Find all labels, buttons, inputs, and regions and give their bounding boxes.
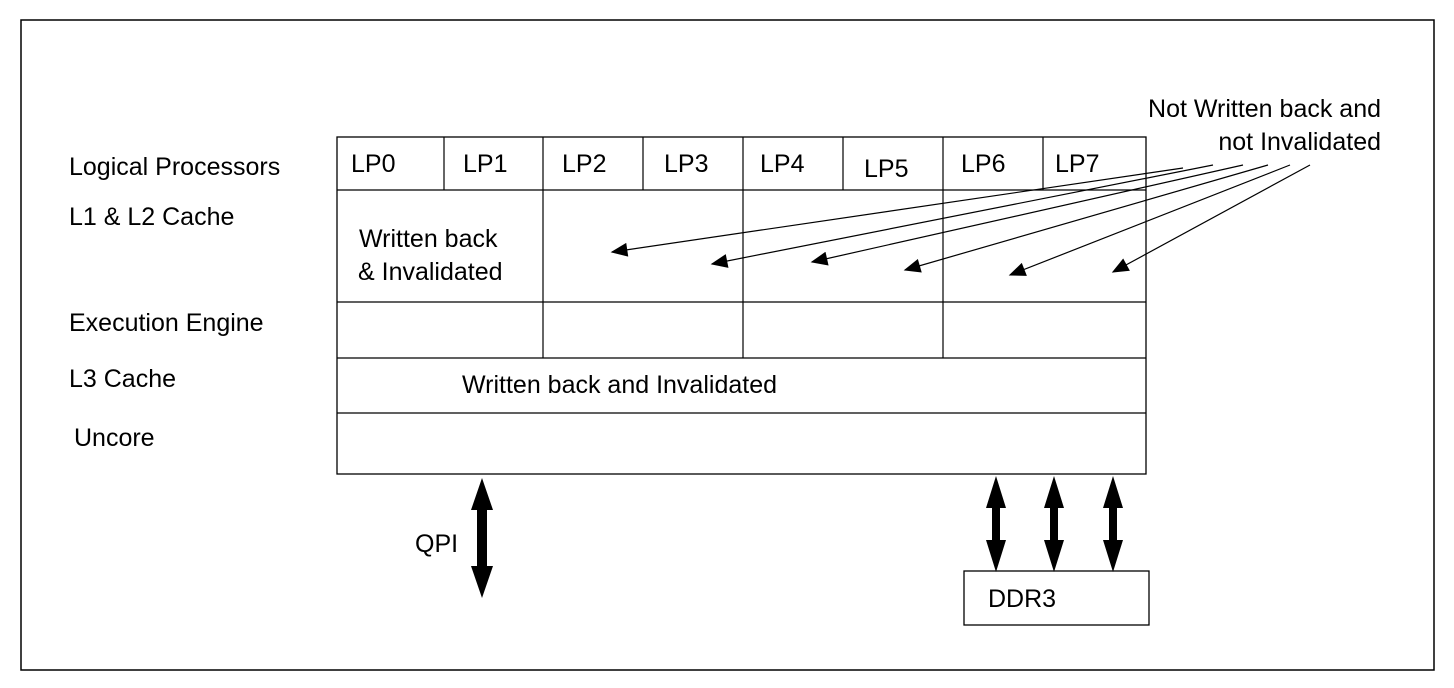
annotation-line1: Not Written back and (1148, 95, 1381, 123)
lp3-label: LP3 (664, 150, 708, 178)
lp0-label: LP0 (351, 150, 395, 178)
lp4-label: LP4 (760, 150, 805, 178)
label-logical-processors: Logical Processors (69, 153, 280, 181)
label-uncore: Uncore (74, 424, 155, 452)
l1l2-written-back-line1: Written back (359, 225, 498, 253)
lp2-label: LP2 (562, 150, 606, 178)
ddr3-label: DDR3 (988, 585, 1056, 613)
lp6-label: LP6 (961, 150, 1005, 178)
qpi-double-arrow (471, 478, 493, 598)
ddr3-box (963, 570, 1150, 626)
l1l2-written-back-line2: & Invalidated (358, 258, 503, 286)
l3-written-back-text: Written back and Invalidated (462, 371, 777, 399)
annotation-arrow-6 (1111, 164, 1311, 273)
annotation-arrow-1 (610, 167, 1184, 257)
lp1-label: LP1 (463, 150, 507, 178)
label-l1-l2-cache: L1 & L2 Cache (69, 203, 234, 231)
annotation-arrows (610, 164, 1311, 276)
processor-block: LP0 LP1 LP2 LP3 LP4 LP5 LP6 LP7 Written … (336, 136, 1147, 475)
ddr3-double-arrows (986, 476, 1123, 572)
ddr3-arrow-2 (1044, 476, 1064, 572)
label-execution-engine: Execution Engine (69, 309, 264, 337)
ddr3-arrow-1 (986, 476, 1006, 572)
annotation-arrow-2 (710, 164, 1214, 268)
processor-box (336, 136, 1147, 475)
annotation-arrow-4 (903, 164, 1269, 273)
lp5-label: LP5 (864, 155, 908, 183)
annotation-arrow-3 (810, 164, 1244, 266)
ddr3-arrow-3 (1103, 476, 1123, 572)
annotation-line2: not Invalidated (1218, 128, 1381, 156)
qpi-label: QPI (415, 530, 458, 558)
annotation-arrow-5 (1008, 164, 1291, 276)
outer-border (20, 19, 1435, 671)
lp7-label: LP7 (1055, 150, 1099, 178)
label-l3-cache: L3 Cache (69, 365, 176, 393)
